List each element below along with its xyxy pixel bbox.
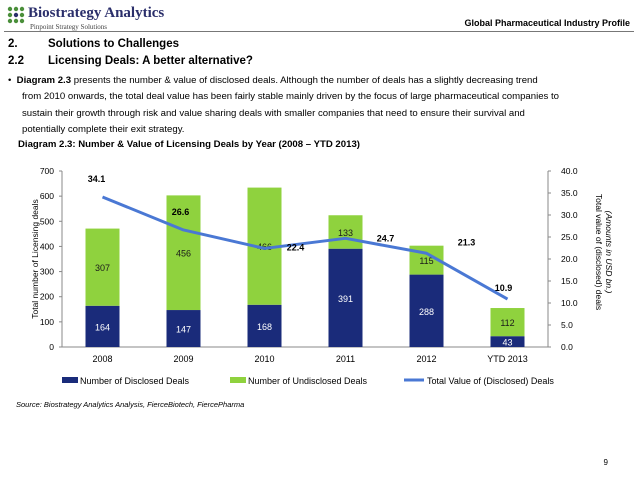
legend-swatch-disclosed <box>62 377 78 383</box>
bar-label-undisclosed: 115 <box>419 256 433 266</box>
line-data-label: 21.3 <box>458 237 476 247</box>
paragraph-line-2: from 2010 onwards, the total deal value … <box>22 91 560 103</box>
header-divider <box>4 31 634 32</box>
bar-undisclosed <box>328 215 363 249</box>
line-data-label: 24.7 <box>377 233 395 243</box>
bar-undisclosed <box>490 308 525 337</box>
bar-disclosed <box>247 304 282 347</box>
line-data-label: 34.1 <box>88 174 106 184</box>
brand-tagline: Pinpoint Strategy Solutions <box>30 23 108 31</box>
line-total-value <box>101 195 509 301</box>
bullet-icon: • <box>8 75 12 86</box>
body-paragraph: • Diagram 2.3 presents the number & valu… <box>8 73 622 139</box>
left-tick-label: 0 <box>49 342 54 352</box>
x-tick-label: 2011 <box>336 354 355 364</box>
left-tick-label: 400 <box>40 241 54 251</box>
left-tick-label: 100 <box>40 317 54 327</box>
x-tick-label: 2012 <box>416 354 436 364</box>
bar-label-undisclosed: 133 <box>338 228 353 238</box>
logo-mark-icon <box>7 6 25 24</box>
bar-label-disclosed: 288 <box>419 307 434 317</box>
legend-swatch-undisclosed <box>230 377 246 383</box>
document-title: Global Pharmaceutical Industry Profile <box>464 18 630 28</box>
bar-label-undisclosed: 456 <box>176 249 191 259</box>
diagram-title: Diagram 2.3: Number & Value of Licensing… <box>18 139 360 150</box>
bar-label-disclosed: 147 <box>176 325 191 335</box>
page-number: 9 <box>603 458 608 467</box>
right-tick-label: 0.0 <box>561 342 573 352</box>
left-tick-label: 600 <box>40 191 54 201</box>
right-axis-subtitle: (Amounts in USD bn.) <box>604 211 614 294</box>
x-tick-label: 2010 <box>254 354 274 364</box>
right-tick-label: 10.0 <box>561 298 578 308</box>
paragraph-line-3: sustain their growth through risk and va… <box>22 107 525 119</box>
right-tick-label: 20.0 <box>561 254 578 264</box>
line-data-label: 26.6 <box>172 207 190 217</box>
x-tick-label: 2009 <box>173 354 193 364</box>
right-tick-label: 15.0 <box>561 276 578 286</box>
right-tick-label: 5.0 <box>561 320 573 330</box>
bar-disclosed <box>409 274 444 347</box>
legend-label-line: Total Value of (Disclosed) Deals <box>427 376 554 386</box>
section-heading: 2. Solutions to Challenges <box>8 38 179 50</box>
diagram-reference: Diagram 2.3 <box>16 75 72 86</box>
subsection-number: 2.2 <box>8 55 24 67</box>
bar-disclosed <box>85 305 120 347</box>
x-tick-label: YTD 2013 <box>487 354 528 364</box>
right-tick-label: 30.0 <box>561 210 578 220</box>
legend-label-undisclosed: Number of Undisclosed Deals <box>248 376 368 386</box>
source-note: Source: Biostrategy Analytics Analysis, … <box>16 400 245 409</box>
right-tick-label: 40.0 <box>561 166 578 176</box>
line-data-label: 10.9 <box>495 283 513 293</box>
line-data-label: 22.4 <box>287 242 305 252</box>
left-axis-title: Total number of Licensing deals <box>30 199 40 319</box>
bar-undisclosed <box>166 195 201 311</box>
brand-name: Biostrategy Analytics <box>28 5 165 21</box>
left-tick-label: 300 <box>40 267 54 277</box>
bar-label-disclosed: 43 <box>502 338 512 348</box>
section-number: 2. <box>8 38 18 50</box>
right-axis-title: Total value of (disclosed) deals <box>594 194 604 310</box>
bar-label-disclosed: 164 <box>95 322 110 332</box>
bar-disclosed <box>328 248 363 347</box>
brand-logo: Biostrategy Analytics Pinpoint Strategy … <box>6 4 166 34</box>
legend-label-disclosed: Number of Disclosed Deals <box>80 376 190 386</box>
left-tick-label: 700 <box>40 166 54 176</box>
subsection-title: Licensing Deals: A better alternative? <box>48 55 253 67</box>
bar-label-disclosed: 391 <box>338 294 353 304</box>
paragraph-text: presents the number & value of disclosed… <box>71 75 538 86</box>
paragraph-line-1: • Diagram 2.3 presents the number & valu… <box>8 73 622 89</box>
left-tick-label: 200 <box>40 292 54 302</box>
bar-label-disclosed: 168 <box>257 322 272 332</box>
right-tick-label: 25.0 <box>561 232 578 242</box>
x-tick-label: 2008 <box>92 354 112 364</box>
paragraph-line-4: potentially complete their exit strategy… <box>22 124 185 136</box>
bar-undisclosed <box>85 228 120 306</box>
bar-disclosed <box>166 310 201 347</box>
right-tick-label: 35.0 <box>561 188 578 198</box>
subsection-heading: 2.2 Licensing Deals: A better alternative… <box>8 55 253 67</box>
section-title: Solutions to Challenges <box>48 38 179 50</box>
left-tick-label: 500 <box>40 216 54 226</box>
bar-label-undisclosed: 307 <box>95 263 110 273</box>
bar-disclosed <box>490 336 525 347</box>
bar-label-undisclosed: 112 <box>500 318 514 328</box>
